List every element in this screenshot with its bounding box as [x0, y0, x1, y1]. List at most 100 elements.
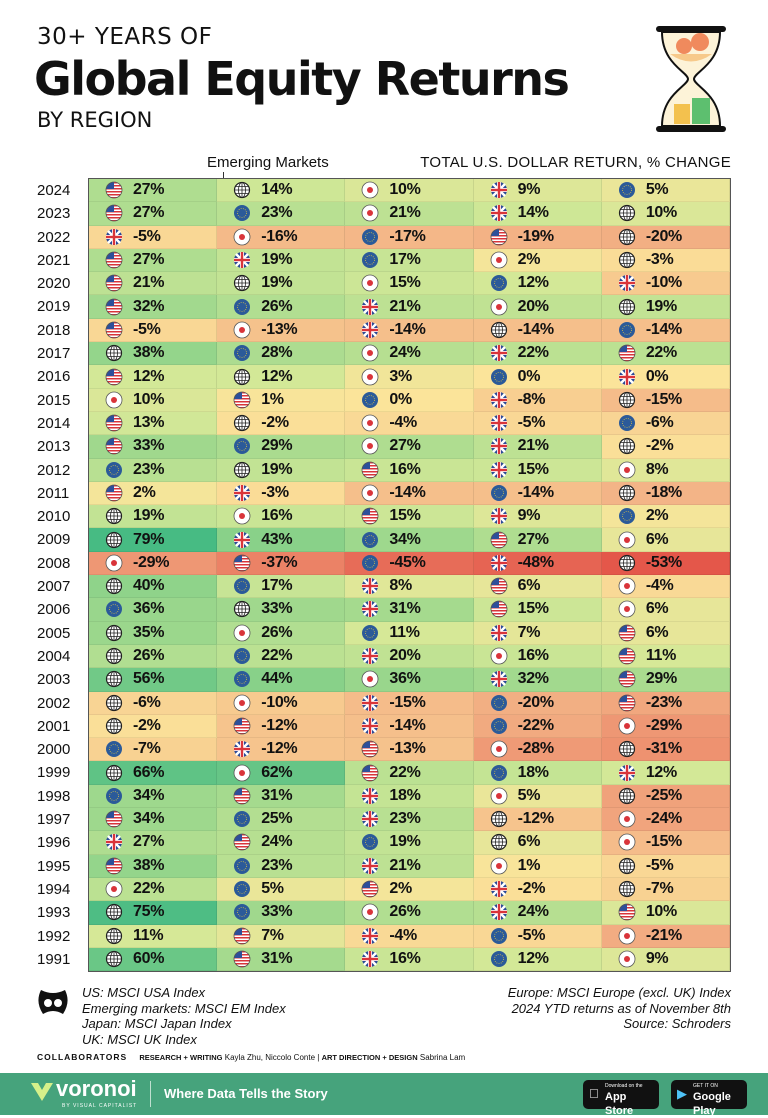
return-cell-jp: 6% [601, 528, 731, 552]
return-value: 20% [517, 297, 549, 315]
tagline: Where Data Tells the Story [164, 1086, 328, 1101]
return-cell-em: 79% [89, 528, 218, 552]
collab-label: COLLABORATORS [37, 1052, 128, 1062]
return-cell-uk: 22% [473, 342, 602, 366]
return-value: 22% [645, 344, 677, 362]
return-value: 56% [133, 670, 165, 688]
eu-flag-icon [106, 787, 122, 804]
vc-logo-icon [38, 990, 68, 1014]
globe-icon [105, 531, 123, 548]
return-value: 12% [517, 274, 549, 292]
globe-icon [618, 741, 635, 758]
return-value: 12% [517, 949, 549, 967]
return-value: -20% [645, 227, 682, 245]
google-play-button[interactable]: ▶ GET IT ON Google Play [671, 1080, 747, 1117]
note: 2024 YTD returns as of November 8th [511, 1000, 731, 1016]
return-value: 1% [517, 856, 541, 874]
brand-name[interactable]: voronoi [56, 1076, 137, 1101]
uk-flag-icon [490, 391, 507, 408]
return-value: 38% [133, 344, 165, 362]
return-cell-em: 56% [89, 668, 218, 692]
return-cell-eu: 17% [217, 575, 346, 599]
return-cell-uk: 9% [473, 505, 602, 529]
return-cell-jp: -4% [601, 575, 731, 599]
return-cell-uk: 0% [601, 365, 731, 389]
us-flag-icon [618, 903, 636, 921]
uk-flag-icon [490, 438, 507, 455]
return-cell-us: 27% [473, 528, 602, 552]
uk-flag-icon [362, 601, 379, 618]
us-flag-icon [233, 717, 251, 735]
table-row: 1995 38% 23% 21% 1% -5% [37, 854, 731, 878]
return-cell-us: 2% [89, 481, 218, 506]
return-cell-us: -19% [473, 225, 602, 249]
return-cell-eu: 0% [345, 388, 474, 412]
table-row: 1991 60% 31% 16% 12% 9% [37, 947, 731, 972]
eu-flag-icon [234, 881, 251, 898]
return-value: 27% [133, 251, 165, 269]
return-value: -3% [645, 251, 674, 269]
return-cell-eu: -22% [473, 714, 602, 739]
globe-icon [105, 950, 123, 968]
return-cell-us: 27% [89, 248, 218, 273]
table-row: 2008 -29% -37% -45% -48% -53% [37, 551, 731, 576]
us-flag-icon [618, 647, 636, 665]
return-value: 16% [389, 949, 421, 967]
return-value: 15% [389, 274, 421, 292]
return-value: 0% [389, 390, 412, 408]
table-row: 2003 56% 44% 36% 32% 29% [37, 668, 731, 692]
return-value: 34% [133, 810, 165, 828]
return-value: 19% [645, 297, 677, 315]
ad-label: ART DIRECTION + DESIGN [321, 1053, 418, 1062]
return-cell-jp: 26% [217, 621, 346, 645]
return-value: 10% [133, 390, 165, 408]
return-value: 27% [133, 833, 165, 851]
return-cell-us: 27% [89, 179, 218, 203]
us-flag-icon [618, 624, 636, 642]
return-cell-jp: 5% [473, 784, 602, 809]
return-cell-uk: 31% [345, 598, 474, 622]
return-cell-jp: 10% [89, 388, 218, 412]
return-cell-uk: -48% [473, 551, 602, 576]
us-flag-icon [105, 181, 123, 199]
return-value: 8% [645, 460, 669, 478]
return-cell-em: -18% [601, 481, 731, 506]
eu-flag-icon [234, 857, 251, 874]
return-value: 44% [261, 670, 293, 688]
return-value: 24% [517, 903, 549, 921]
return-cell-eu: 34% [89, 784, 218, 809]
us-flag-icon [362, 764, 379, 781]
japan-flag-icon [618, 577, 636, 595]
return-cell-eu: 23% [217, 854, 346, 878]
return-value: 75% [133, 903, 165, 921]
return-cell-em: -53% [601, 551, 731, 576]
return-value: 19% [261, 460, 293, 478]
return-cell-uk: 9% [473, 179, 602, 203]
return-value: 66% [133, 763, 165, 781]
eu-flag-icon [362, 554, 379, 571]
return-cell-eu: 28% [217, 342, 346, 366]
return-cell-us: 16% [345, 458, 474, 482]
kicker: 30+ YEARS OF [37, 24, 213, 50]
return-value: 35% [133, 623, 165, 641]
globe-icon [105, 904, 123, 921]
year-label: 2014 [37, 414, 71, 432]
globe-icon [234, 415, 251, 432]
table-row: 2010 19% 16% 15% 9% 2% [37, 505, 731, 529]
return-value: -7% [645, 880, 674, 898]
return-cell-us: 34% [89, 808, 218, 832]
return-value: 0% [517, 367, 541, 385]
uk-flag-icon [490, 881, 507, 898]
return-value: -53% [645, 553, 682, 571]
return-cell-eu: 12% [473, 947, 602, 972]
return-value: 23% [261, 204, 293, 222]
uk-flag-icon [106, 834, 122, 851]
return-value: 21% [517, 437, 549, 455]
return-value: 40% [133, 577, 165, 595]
return-value: 5% [261, 880, 284, 898]
return-cell-eu: 34% [345, 528, 474, 552]
uk-flag-icon [234, 531, 251, 548]
app-store-button[interactable]:  Download on the App Store [583, 1080, 659, 1117]
return-cell-uk: 24% [473, 901, 602, 925]
uk-flag-icon [234, 485, 251, 501]
